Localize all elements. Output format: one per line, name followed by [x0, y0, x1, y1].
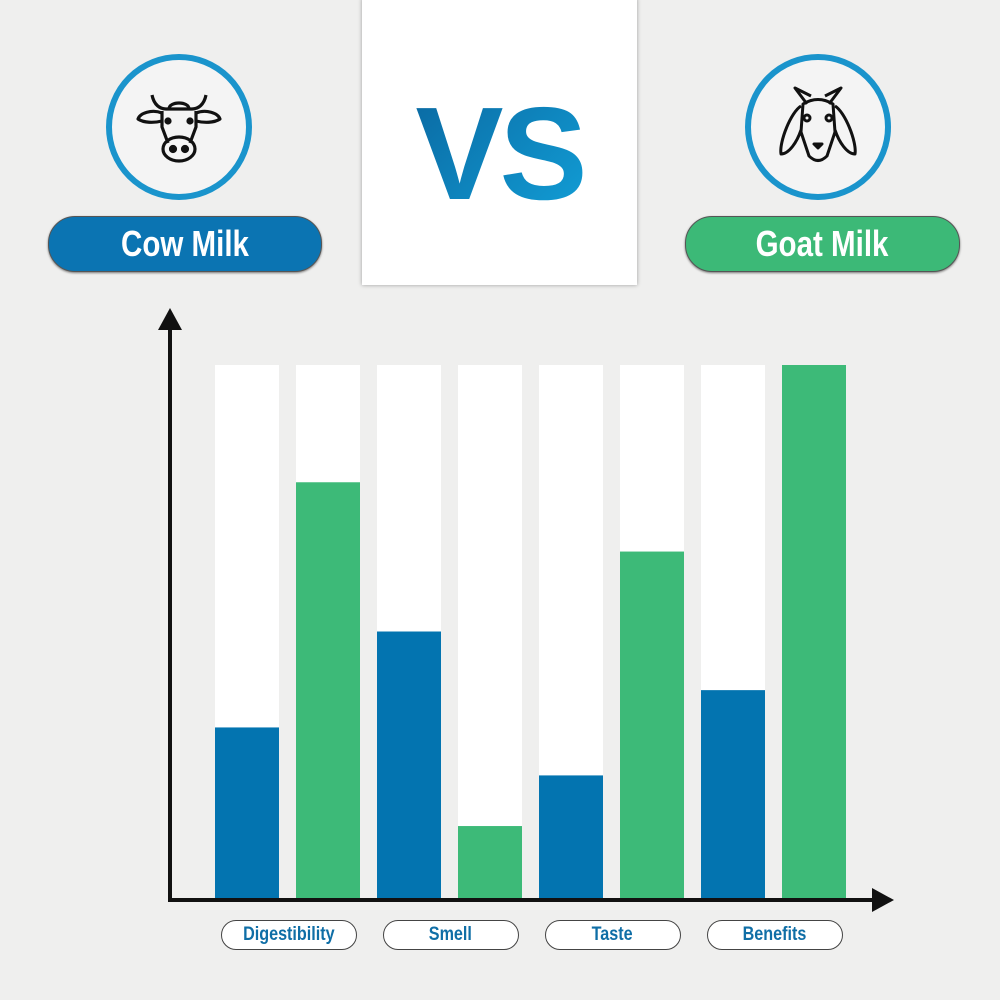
- bar-cow-benefits: [701, 690, 765, 898]
- x-axis-arrow: [872, 888, 894, 912]
- bar-goat-digestibility: [296, 482, 360, 898]
- vs-card: VS: [362, 0, 637, 285]
- category-label-digestibility: Digestibility: [220, 920, 357, 950]
- cow-icon-circle: [106, 54, 252, 200]
- cow-icon: [136, 94, 222, 163]
- cow-milk-label: Cow Milk: [48, 216, 322, 272]
- bar-cow-digestibility: [215, 727, 279, 898]
- vs-text: VS: [415, 80, 587, 227]
- bar-goat-taste: [620, 551, 684, 898]
- bar-goat-smell: [458, 826, 522, 898]
- category-text: Taste: [591, 924, 633, 945]
- category-text: Smell: [428, 924, 473, 945]
- category-label-taste: Taste: [544, 920, 681, 950]
- goat-icon: [779, 86, 857, 162]
- bar-goat-benefits: [782, 365, 846, 898]
- y-axis-arrow: [158, 308, 182, 330]
- goat-milk-label: Goat Milk: [685, 216, 960, 272]
- category-label-benefits: Benefits: [706, 920, 843, 950]
- bar-track: [458, 365, 522, 898]
- category-text: Digestibility: [242, 924, 335, 945]
- bar-cow-taste: [539, 775, 603, 898]
- category-text: Benefits: [742, 924, 807, 945]
- cow-milk-text: Cow Milk: [121, 223, 249, 264]
- bar-cow-smell: [377, 631, 441, 898]
- goat-milk-text: Goat Milk: [756, 223, 889, 264]
- goat-icon-circle: [745, 54, 891, 200]
- category-label-smell: Smell: [382, 920, 519, 950]
